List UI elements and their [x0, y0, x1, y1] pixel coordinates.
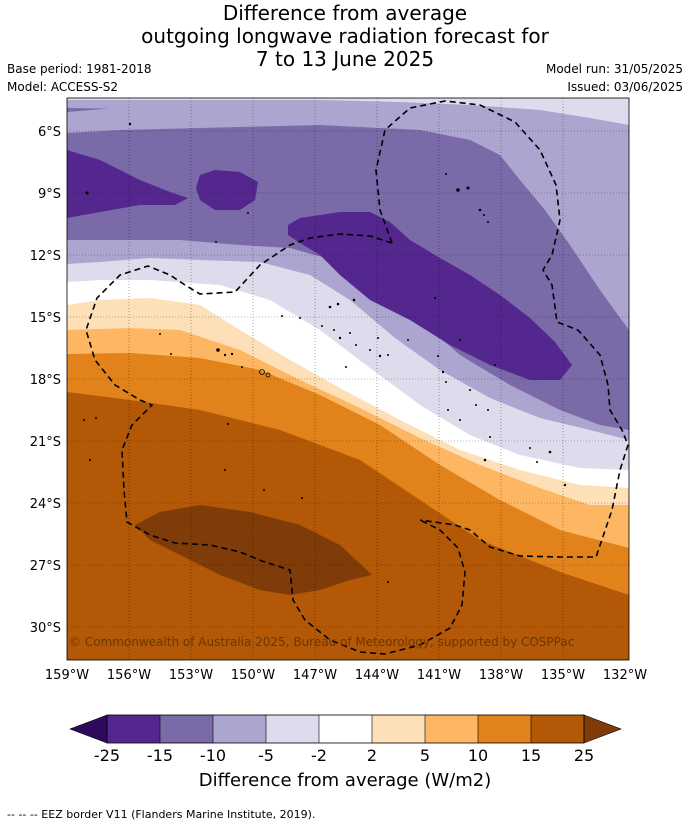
- map-title: Difference from average outgoing longwav…: [0, 2, 690, 71]
- lon-label: 135°W: [541, 668, 585, 683]
- colorbar-tick-label: -2: [311, 746, 327, 765]
- band-above-25: [135, 505, 372, 595]
- colorbar-tick-label: -25: [93, 746, 121, 765]
- colorbar-extend-high: [583, 714, 622, 744]
- meta-left: Base period: 1981-2018 Model: ACCESS-S2: [7, 60, 152, 96]
- colorbar-tick-label: 10: [467, 746, 489, 765]
- lon-label: 132°W: [603, 668, 647, 683]
- colorbar-segment: [160, 715, 213, 743]
- islands: [83, 122, 567, 583]
- lon-label: 147°W: [293, 668, 337, 683]
- lon-label: 153°W: [169, 668, 213, 683]
- lat-label: 27°S: [30, 559, 61, 574]
- model-name: Model: ACCESS-S2: [7, 80, 119, 94]
- contour-field: [67, 98, 629, 660]
- lon-label: 138°W: [479, 668, 523, 683]
- colorbar-segment: [372, 715, 425, 743]
- band-upper-light: [67, 98, 629, 125]
- band-minus25-minus15-west: [67, 150, 188, 218]
- title-line-1: Difference from average: [222, 1, 468, 25]
- title-line-2: outgoing longwave radiation forecast for: [141, 24, 549, 48]
- lat-label: 18°S: [30, 373, 61, 388]
- colorbar-segment: [425, 715, 478, 743]
- lon-label: 144°W: [355, 668, 399, 683]
- band-upper-mid: [67, 104, 629, 330]
- colorbar-tick-label: 25: [573, 746, 595, 765]
- lat-labels: 6°S 9°S 12°S 15°S 18°S 21°S 24°S 27°S 30…: [30, 125, 61, 636]
- plot-frame: [66, 97, 630, 661]
- colorbar-segment: [531, 715, 584, 743]
- colorbar-segment: [478, 715, 531, 743]
- colorbar-segment: [213, 715, 266, 743]
- lat-label: 12°S: [30, 249, 61, 264]
- lon-label: 150°W: [231, 668, 275, 683]
- lat-label: 30°S: [30, 621, 61, 636]
- colorbar-tick-label: -5: [258, 746, 274, 765]
- colorbar-segment: [319, 715, 372, 743]
- lat-label: 9°S: [38, 187, 61, 202]
- meta-right: Model run: 31/05/2025 Issued: 03/06/2025: [546, 60, 683, 96]
- lat-label: 21°S: [30, 435, 61, 450]
- colorbar-tick-label: -15: [146, 746, 174, 765]
- colorbar-title: Difference from average (W/m2): [198, 770, 492, 791]
- eez-borders: [85, 100, 629, 655]
- colorbar-segment: [107, 715, 160, 743]
- colorbar-tick-label: -10: [199, 746, 227, 765]
- lon-labels: 159°W 156°W 153°W 150°W 147°W 144°W 141°…: [45, 668, 647, 683]
- lat-label: 15°S: [30, 311, 61, 326]
- colorbar-segment: [266, 715, 319, 743]
- colorbar-tick-label: 5: [419, 746, 431, 765]
- eez-border-marquesas: [375, 100, 629, 558]
- copyright-notice: © Commonwealth of Australia 2025, Bureau…: [69, 635, 574, 649]
- graticule: [67, 98, 629, 660]
- lon-label: 156°W: [107, 668, 151, 683]
- issued-date: Issued: 03/06/2025: [567, 80, 683, 94]
- base-period: Base period: 1981-2018: [7, 62, 152, 76]
- lon-label: 159°W: [45, 668, 89, 683]
- eez-legend-note: -- -- -- EEZ border V11 (Flanders Marine…: [7, 808, 316, 821]
- band-minus25-minus15-north: [196, 170, 258, 210]
- colorbar-tick-label: 15: [520, 746, 542, 765]
- lon-label: 141°W: [417, 668, 461, 683]
- eez-border-cook-islands: [85, 233, 466, 655]
- colorbar-extend-low: [69, 714, 108, 744]
- lat-label: 6°S: [38, 125, 61, 140]
- title-line-3: 7 to 13 June 2025: [255, 47, 435, 71]
- model-run: Model run: 31/05/2025: [545, 62, 683, 76]
- colorbar: [69, 714, 622, 744]
- colorbar-tick-label: 2: [366, 746, 378, 765]
- lat-label: 24°S: [30, 497, 61, 512]
